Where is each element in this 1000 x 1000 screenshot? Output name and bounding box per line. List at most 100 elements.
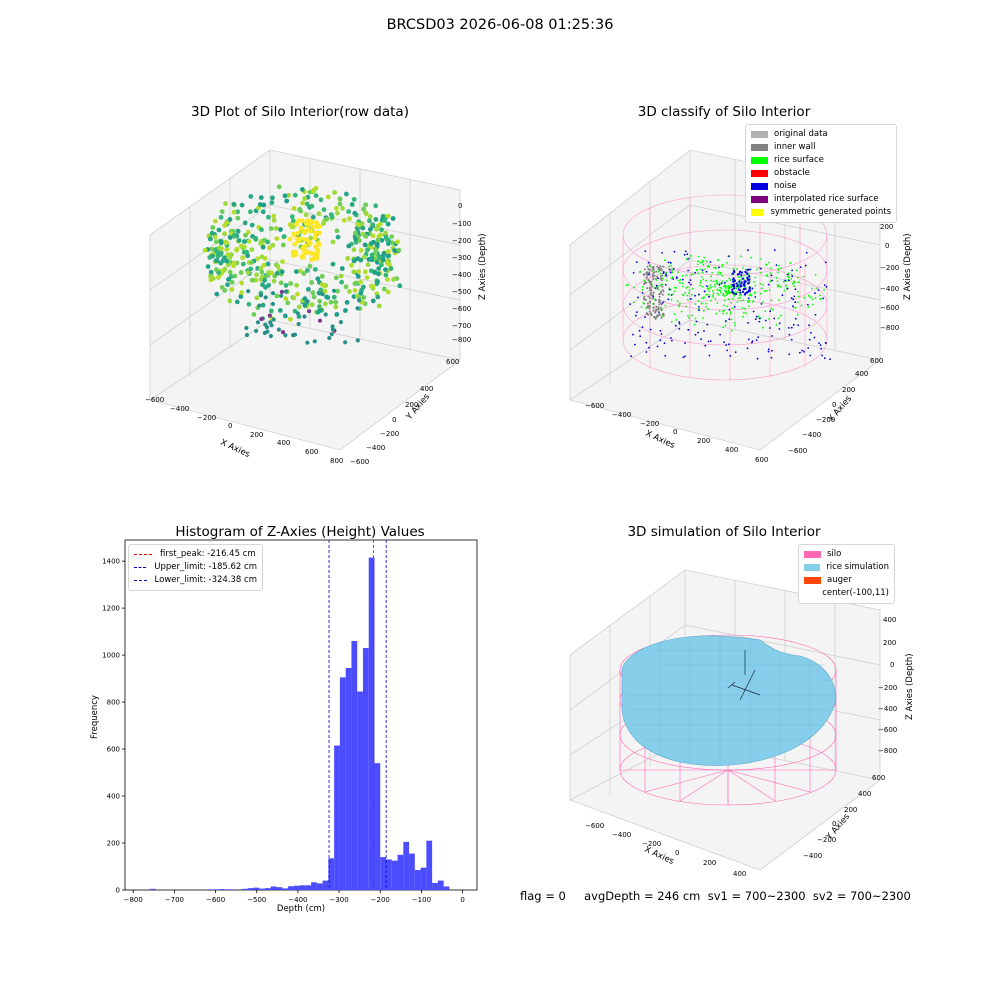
classify-point xyxy=(779,314,782,317)
raw-point xyxy=(361,284,366,290)
raw-point xyxy=(376,266,382,271)
raw-point xyxy=(274,293,280,299)
histogram-bar xyxy=(368,557,375,890)
legend-entry: rice surface xyxy=(751,154,891,167)
raw-point xyxy=(337,196,343,202)
classify-point xyxy=(670,294,673,296)
classify-point xyxy=(742,315,744,318)
classify-x-label: X Axies xyxy=(644,429,677,452)
classify-point xyxy=(664,284,667,286)
raw-point xyxy=(374,259,380,265)
classify-point xyxy=(662,300,665,303)
classify-point xyxy=(719,271,722,274)
raw-point xyxy=(278,227,283,232)
classify-point xyxy=(777,283,779,286)
raw-point xyxy=(241,249,247,255)
classify-point xyxy=(713,280,715,283)
raw-point xyxy=(259,269,265,275)
simulation-ytick: −200 xyxy=(817,836,836,844)
classify-point xyxy=(703,290,706,293)
legend-entry: center(-100,11) xyxy=(804,587,889,600)
raw-point xyxy=(298,208,303,214)
classify-point xyxy=(819,297,822,300)
classify-point xyxy=(723,295,726,297)
raw-point xyxy=(363,234,369,239)
classify-3d-plot: X Axies Y Axies Z Axies (Depth) −600 −40… xyxy=(569,149,913,464)
classify-point xyxy=(647,261,650,264)
raw-point xyxy=(231,260,237,266)
classify-point xyxy=(647,295,650,298)
raw-point xyxy=(286,192,292,198)
raw-point xyxy=(301,271,307,276)
raw-point xyxy=(265,261,271,267)
classify-point xyxy=(741,290,745,293)
histogram-bar xyxy=(213,889,219,890)
raw-point xyxy=(224,247,230,252)
raw-point xyxy=(270,291,276,296)
classify-point xyxy=(829,358,831,361)
legend-label: inner wall xyxy=(774,142,816,152)
raw-panel-title: 3D Plot of Silo Interior(row data) xyxy=(191,104,409,120)
raw-point xyxy=(396,247,402,253)
raw-point xyxy=(330,261,336,267)
classify-point xyxy=(769,280,772,283)
legend-entry: rice simulation xyxy=(804,561,889,574)
raw-point xyxy=(355,274,361,279)
classify-point xyxy=(790,338,793,341)
classify-point xyxy=(684,342,686,344)
classify-point xyxy=(743,293,746,296)
classify-point xyxy=(722,292,725,295)
raw-point xyxy=(323,301,328,307)
raw-point xyxy=(346,243,352,249)
classify-point xyxy=(740,276,743,279)
raw-point xyxy=(235,215,241,221)
legend-label: first_peak: -216.45 cm xyxy=(160,549,256,559)
classify-point xyxy=(656,286,659,289)
histogram-bar xyxy=(311,882,317,890)
classify-point xyxy=(643,295,646,298)
classify-point xyxy=(695,320,698,323)
classify-point xyxy=(700,276,703,278)
classify-point xyxy=(725,287,727,289)
histogram-bar xyxy=(432,882,438,890)
classify-point xyxy=(760,303,763,305)
legend-entry: interpolated rice surface xyxy=(751,193,891,206)
classify-point xyxy=(684,292,687,294)
classify-point xyxy=(765,274,768,276)
classify-point xyxy=(660,275,662,278)
raw-xtick: 400 xyxy=(277,439,290,447)
raw-point xyxy=(280,259,285,264)
classify-point xyxy=(664,354,667,357)
raw-point xyxy=(281,234,287,239)
raw-point xyxy=(391,277,396,282)
classify-point xyxy=(795,269,798,272)
legend-swatch xyxy=(751,209,765,216)
raw-point xyxy=(328,299,334,305)
classify-point xyxy=(678,322,681,325)
raw-point xyxy=(376,303,382,309)
classify-point xyxy=(684,355,686,358)
classify-point xyxy=(796,301,799,304)
raw-point xyxy=(282,313,288,319)
raw-point xyxy=(377,221,383,227)
classify-point xyxy=(767,283,770,286)
raw-point xyxy=(251,312,257,317)
classify-point xyxy=(780,267,782,270)
classify-point xyxy=(690,293,693,296)
raw-point xyxy=(335,234,341,240)
legend-entry: symmetric generated points xyxy=(751,206,891,219)
classify-point xyxy=(651,270,653,273)
raw-point xyxy=(381,286,387,292)
classify-point xyxy=(803,296,806,299)
classify-point xyxy=(661,274,664,277)
classify-point xyxy=(821,354,823,357)
histogram-bar xyxy=(409,853,415,890)
raw-point xyxy=(231,209,237,215)
classify-point xyxy=(657,266,660,269)
raw-point xyxy=(343,284,349,290)
classify-point xyxy=(790,297,793,300)
raw-point xyxy=(248,209,253,215)
raw-point xyxy=(271,213,277,219)
raw-point xyxy=(334,312,340,317)
legend-label: silo xyxy=(827,549,842,559)
